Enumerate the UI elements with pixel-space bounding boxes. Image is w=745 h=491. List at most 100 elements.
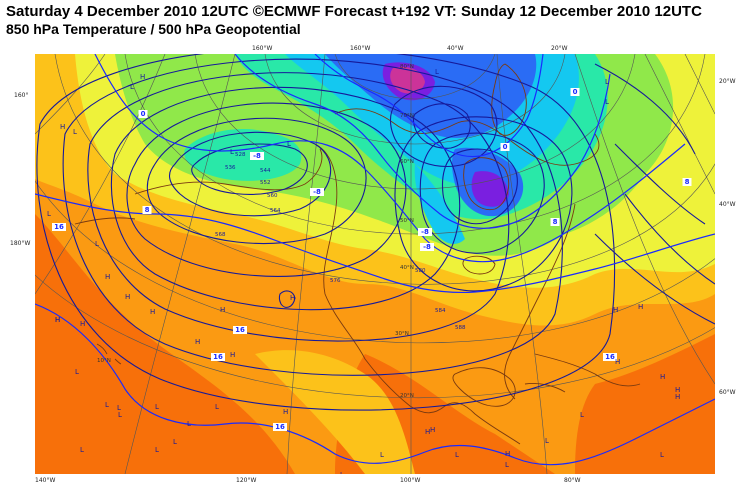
geopotential-contours [36,54,715,411]
right-label: 20°W [719,78,736,85]
geopotential-contour [419,132,545,254]
coastline-arctic [334,108,600,166]
isotherm-label-text: 8 [553,218,558,226]
high-pressure-marker: H [638,303,643,311]
low-pressure-marker: L [287,140,291,148]
latitude-label: 70°N [400,113,414,119]
isotherm-label-text: 0 [503,143,508,151]
geopotential-contour [594,233,715,325]
parallel [194,54,636,190]
parallel [54,54,715,285]
meridian [35,54,106,135]
isotherm [35,193,715,293]
isotherm [35,303,715,466]
isotherm-label-box [211,353,225,361]
left-label: 160° [14,92,29,99]
geopotential-contour [614,143,706,225]
meridian [644,54,715,195]
isotherm-label-box [420,243,434,251]
geopotential-contour [169,131,332,217]
low-pressure-marker: L [340,471,344,474]
low-pressure-marker: L [95,240,99,248]
low-pressure-marker: L [117,404,121,412]
low-pressure-marker: L [173,438,177,446]
isotherm-label: 16 [603,353,617,361]
low-pressure-marker: L [380,451,384,459]
isotherm-label-box [142,206,152,214]
meridian [35,54,166,295]
high-pressure-marker: H [615,358,620,366]
low-pressure-marker: L [605,98,609,106]
coastline-north-america [314,143,521,445]
geopotential-contour [278,290,296,308]
isotherm-label-text: 0 [141,110,146,118]
geopotential-label: 576 [330,278,341,284]
meridian [574,54,715,385]
coastline-east-coast [504,203,576,400]
geopotential-contour [191,143,308,195]
meridian [124,54,236,474]
map-overlay-labels: 10°N 20°N 30°N 40°N 50°N 60°N 70°N 80°N 528 536 54… [47,64,692,474]
latitude-label: 80°N [400,64,414,70]
graticule [35,54,715,474]
isotherm-label-box [570,88,580,96]
parallel [35,274,715,398]
high-pressure-marker: H [105,273,110,281]
coastline-hawaii [96,343,122,365]
geopotential-label: 564 [270,208,281,214]
high-pressure-marker: H [230,351,235,359]
low-pressure-marker: L [130,83,134,91]
coastline-great-lakes [462,255,496,275]
bottom-label: 140°W [35,477,56,484]
high-pressure-marker: H [660,373,665,381]
isotherm-label: -8 [250,152,264,160]
latitude-label: 40°N [400,265,414,271]
isotherm-label-text: 16 [213,353,223,361]
isotherm-label-box [310,188,324,196]
shade-hot-southeast [575,334,715,474]
isotherm-label: -8 [420,243,434,251]
geopotential-label: 584 [435,308,446,314]
coastlines [74,63,641,445]
high-pressure-marker: H [505,450,510,458]
high-pressure-marker: H [60,123,65,131]
isotherm-label-text: 16 [605,353,615,361]
top-label: 160°W [350,45,371,52]
geopotential-label: 580 [415,268,426,274]
isotherm-label-box [418,228,432,236]
coastline-greenland [491,63,527,136]
high-pressure-marker: H [195,338,200,346]
high-pressure-marker: H [150,308,155,316]
coastline-alaska [134,148,323,195]
low-pressure-marker: L [155,446,159,454]
high-pressure-marker: H [290,294,295,302]
isotherm [234,54,611,229]
low-pressure-marker: L [545,437,549,445]
temperature-shading [35,54,715,474]
isotherm-label: 0 [500,143,510,151]
top-label: 20°W [551,45,568,52]
forecast-subtitle: 850 hPa Temperature / 500 hPa Geopotenti… [6,21,301,37]
low-pressure-marker: L [435,68,439,76]
low-pressure-marker: L [118,411,122,419]
latitude-label: 50°N [400,218,414,224]
high-pressure-marker: H [55,316,60,324]
parallel [35,180,715,344]
low-pressure-marker: L [75,368,79,376]
right-label: 40°W [719,201,736,208]
low-pressure-marker: L [155,403,159,411]
isotherm-label: 8 [550,218,560,226]
low-pressure-marker: L [605,78,609,86]
right-label: 60°W [719,389,736,396]
latitude-label: 20°N [400,393,414,399]
isotherm-label-text: -8 [253,152,261,160]
high-pressure-marker: H [220,306,225,314]
isotherm [314,54,544,158]
isotherm-label: 8 [682,178,692,186]
isotherm-label-box [500,143,510,151]
meridian [684,54,715,115]
isotherm-label-box [250,152,264,160]
high-pressure-marker: H [55,316,60,324]
coastline-caribbean [534,353,641,387]
forecast-map: 10°N 20°N 30°N 40°N 50°N 60°N 70°N 80°N 528 536 54… [35,54,715,474]
